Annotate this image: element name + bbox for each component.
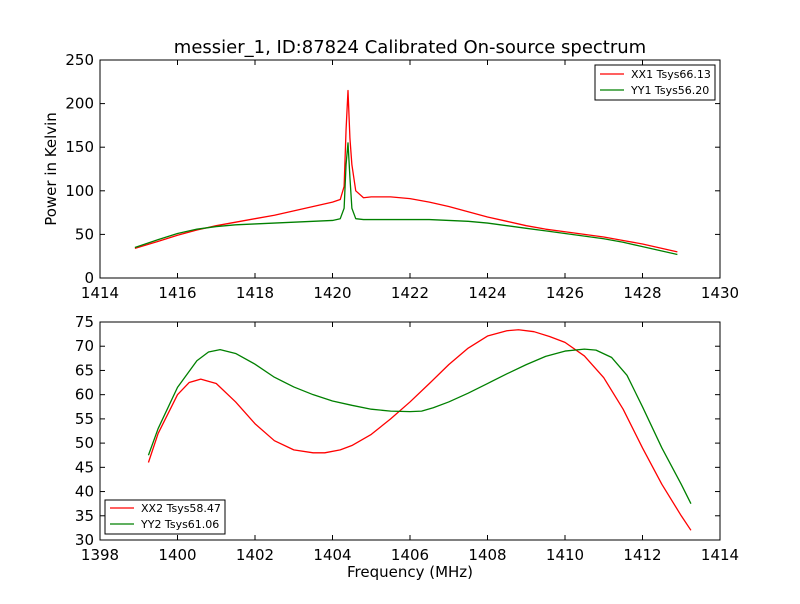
x-tick-label: 1422 [391, 284, 429, 302]
plot-area: 1414 1416 1418 1420 1422 1424 1426 1428 1430 0 50 1… [65, 51, 739, 302]
y-tick-label: 45 [75, 458, 94, 476]
x-tick-label: 1424 [468, 284, 506, 302]
legend-label-yy1: YY1 Tsys56.20 [630, 84, 709, 97]
series-line-0 [147, 329, 692, 531]
y-tick-label: 30 [75, 531, 94, 549]
y-tick-label: 50 [75, 434, 94, 452]
x-tick-label: 1402 [236, 546, 274, 564]
legend-label-yy2: YY2 Tsys61.06 [140, 518, 219, 531]
x-tick-label: 1414 [81, 284, 119, 302]
chart-title: messier_1, ID:87824 Calibrated On-source… [174, 37, 646, 58]
y-tick-label: 35 [75, 507, 94, 525]
y-tick-label: 0 [84, 269, 94, 287]
y-tick-label: 200 [65, 95, 94, 113]
x-tick-label: 1418 [236, 284, 274, 302]
series-line-1 [134, 142, 678, 256]
x-tick-label: 1426 [546, 284, 584, 302]
x-tick-label: 1428 [623, 284, 661, 302]
legend-box [594, 64, 716, 101]
series-line-1 [147, 348, 692, 504]
legend-label-xx1: XX1 Tsys66.13 [631, 68, 711, 81]
legend: XX2 Tsys58.47 YY2 Tsys61.06 [104, 499, 226, 535]
y-tick-label: 40 [75, 483, 94, 501]
legend-label-xx2: XX2 Tsys58.47 [141, 502, 221, 515]
x-tick-label: 1410 [546, 546, 584, 564]
plot-frame [99, 59, 721, 279]
x-tick-label: 1398 [81, 546, 119, 564]
series-line-0 [134, 89, 678, 253]
y-tick-label: 70 [75, 337, 94, 355]
plot-area: 1398 1400 1402 1404 1406 1408 1410 1412 1414 30 35… [75, 313, 739, 564]
x-tick-label: 1406 [391, 546, 429, 564]
y-tick-label: 100 [65, 182, 94, 200]
y-tick-label: 50 [75, 225, 94, 243]
x-tick-label: 1404 [313, 546, 351, 564]
x-axis-label: Frequency (MHz) [347, 563, 473, 581]
x-tick-label: 1414 [701, 546, 739, 564]
y-tick-label: 75 [75, 313, 94, 331]
x-tick-label: 1408 [468, 546, 506, 564]
x-tick-label: 1412 [623, 546, 661, 564]
x-tick-label: 1420 [313, 284, 351, 302]
x-tick-label: 1416 [158, 284, 196, 302]
bottom-spectrum-chart: Frequency (MHz) 1398 1400 1402 1404 1406 1408… [75, 313, 739, 581]
y-tick-label: 55 [75, 410, 94, 428]
x-tick-label: 1400 [158, 546, 196, 564]
y-tick-label: 150 [65, 138, 94, 156]
plot-frame [99, 321, 721, 541]
y-axis-label: Power in Kelvin [42, 112, 60, 226]
legend-box [104, 499, 226, 535]
x-tick-label: 1430 [701, 284, 739, 302]
y-tick-label: 60 [75, 386, 94, 404]
top-spectrum-chart: messier_1, ID:87824 Calibrated On-source… [42, 37, 739, 302]
legend: XX1 Tsys66.13 YY1 Tsys56.20 [594, 64, 716, 101]
y-tick-label: 250 [65, 51, 94, 69]
y-tick-label: 65 [75, 361, 94, 379]
